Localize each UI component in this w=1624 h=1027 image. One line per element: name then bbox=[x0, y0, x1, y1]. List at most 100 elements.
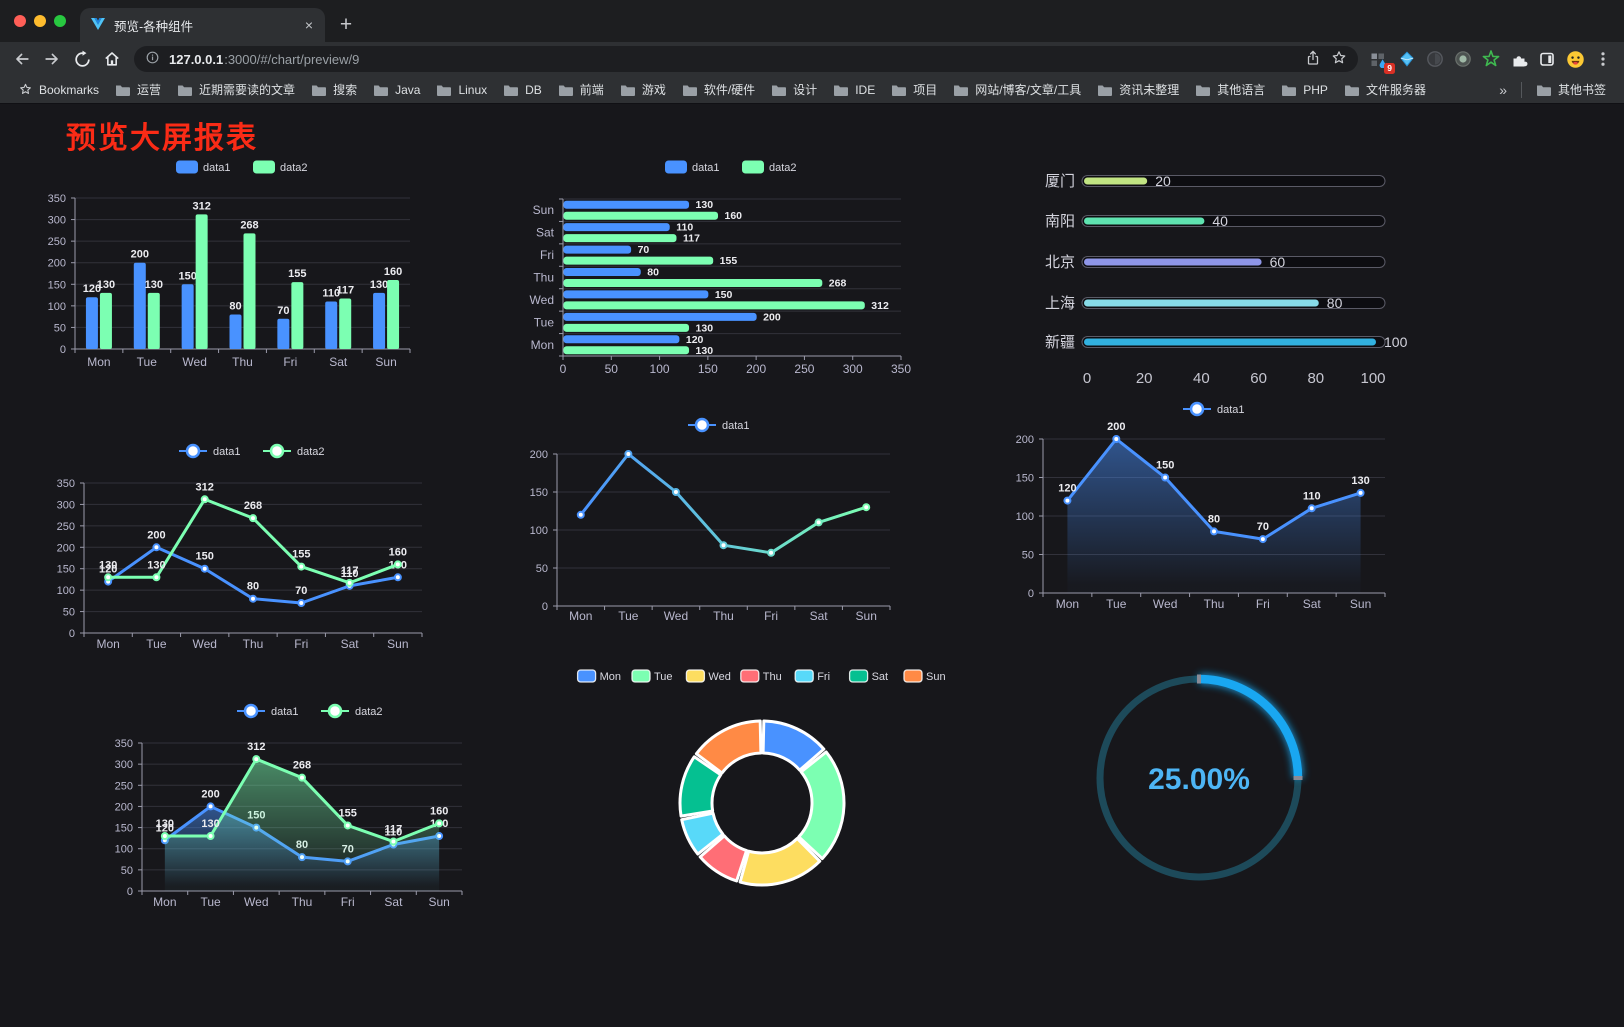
svg-text:Thu: Thu bbox=[713, 609, 734, 623]
chart-line-gradient: 0 50 100 150 200 Mon Tue Wed Thu Fri Sat Sun data1 bbox=[500, 396, 920, 636]
svg-text:Sat: Sat bbox=[810, 609, 829, 623]
svg-text:Mon: Mon bbox=[1056, 597, 1079, 611]
bookmark-folder[interactable]: 近期需要读的文章 bbox=[169, 78, 303, 101]
svg-text:70: 70 bbox=[295, 585, 307, 597]
browser-tab[interactable]: 预览-各种组件 × bbox=[80, 8, 325, 42]
svg-text:155: 155 bbox=[288, 268, 306, 280]
svg-text:Sat: Sat bbox=[329, 355, 348, 369]
svg-text:300: 300 bbox=[843, 362, 863, 376]
svg-text:200: 200 bbox=[57, 542, 75, 554]
toolbar: 127.0.0.1:3000/#/chart/preview/9 9 bbox=[0, 42, 1624, 76]
svg-text:150: 150 bbox=[196, 551, 214, 563]
new-tab-button[interactable]: + bbox=[339, 13, 353, 36]
zoom-window-button[interactable] bbox=[54, 15, 66, 27]
svg-text:Tue: Tue bbox=[654, 671, 673, 683]
bookmark-folder[interactable]: 项目 bbox=[883, 78, 945, 101]
extension-green-star-icon[interactable] bbox=[1478, 46, 1504, 72]
svg-text:117: 117 bbox=[683, 233, 700, 245]
svg-text:120: 120 bbox=[156, 822, 174, 834]
svg-text:Mon: Mon bbox=[600, 671, 621, 683]
bookmark-folder[interactable]: 网站/博客/文章/工具 bbox=[945, 78, 1089, 101]
bookmarks-overflow-button[interactable]: » bbox=[1499, 81, 1507, 98]
svg-text:Mon: Mon bbox=[96, 637, 119, 651]
reader-mode-icon[interactable] bbox=[1534, 46, 1560, 72]
url-host: 127.0.0.1 bbox=[169, 51, 224, 67]
svg-text:北京: 北京 bbox=[1045, 254, 1075, 271]
bookmark-folder[interactable]: 前端 bbox=[550, 78, 612, 101]
chart-bar-horizontal: 0 50 100 150 200 250 300 350 Mon 120 130 Tue 200 130 W… bbox=[500, 151, 920, 388]
svg-text:130: 130 bbox=[370, 279, 388, 291]
reload-button[interactable] bbox=[68, 45, 96, 73]
svg-text:Thu: Thu bbox=[1204, 597, 1225, 611]
svg-text:120: 120 bbox=[99, 564, 117, 576]
svg-text:Sun: Sun bbox=[1350, 597, 1371, 611]
bookmark-folder[interactable]: 软件/硬件 bbox=[674, 78, 763, 101]
extension-gem-icon[interactable] bbox=[1394, 46, 1420, 72]
svg-text:Sun: Sun bbox=[533, 203, 554, 217]
svg-text:268: 268 bbox=[829, 278, 847, 290]
other-bookmarks-button[interactable]: 其他书签 bbox=[1528, 78, 1614, 101]
svg-text:350: 350 bbox=[891, 362, 911, 376]
svg-text:Mon: Mon bbox=[87, 355, 110, 369]
svg-text:150: 150 bbox=[178, 270, 196, 282]
bookmark-folder[interactable]: 运营 bbox=[107, 78, 169, 101]
share-icon[interactable] bbox=[1304, 49, 1322, 70]
svg-text:Tue: Tue bbox=[618, 609, 639, 623]
minimize-window-button[interactable] bbox=[34, 15, 46, 27]
svg-text:200: 200 bbox=[201, 788, 219, 800]
svg-text:150: 150 bbox=[698, 362, 718, 376]
svg-text:60: 60 bbox=[1250, 370, 1267, 387]
svg-text:130: 130 bbox=[201, 818, 219, 830]
svg-text:268: 268 bbox=[244, 500, 262, 512]
svg-text:0: 0 bbox=[69, 628, 75, 640]
forward-button[interactable] bbox=[38, 45, 66, 73]
bookmark-folder[interactable]: 设计 bbox=[763, 78, 825, 101]
svg-text:南阳: 南阳 bbox=[1045, 213, 1075, 230]
svg-text:data1: data1 bbox=[1217, 404, 1245, 416]
extension-green-circle-icon[interactable] bbox=[1450, 46, 1476, 72]
bookmark-folder[interactable]: 资讯未整理 bbox=[1089, 78, 1187, 101]
svg-text:150: 150 bbox=[115, 823, 133, 835]
svg-text:data2: data2 bbox=[769, 162, 797, 174]
bookmarks-star-item[interactable]: Bookmarks bbox=[10, 79, 107, 100]
extension-grid-icon[interactable]: 9 bbox=[1366, 46, 1395, 74]
svg-text:110: 110 bbox=[385, 826, 403, 838]
extensions-puzzle-icon[interactable] bbox=[1506, 46, 1532, 72]
site-favicon-icon bbox=[90, 16, 106, 35]
svg-text:150: 150 bbox=[1156, 460, 1174, 472]
bookmark-folder[interactable]: Java bbox=[365, 80, 428, 100]
close-window-button[interactable] bbox=[14, 15, 26, 27]
bookmark-folder[interactable]: 游戏 bbox=[612, 78, 674, 101]
svg-text:data1: data1 bbox=[271, 706, 299, 718]
svg-text:Fri: Fri bbox=[817, 671, 830, 683]
home-button[interactable] bbox=[98, 45, 126, 73]
svg-text:350: 350 bbox=[115, 738, 133, 750]
browser-menu-icon[interactable] bbox=[1590, 46, 1616, 72]
bookmark-folder[interactable]: 文件服务器 bbox=[1336, 78, 1434, 101]
svg-text:100: 100 bbox=[1360, 370, 1385, 387]
bookmark-folder[interactable]: DB bbox=[495, 80, 550, 100]
bookmark-folder[interactable]: 其他语言 bbox=[1187, 78, 1273, 101]
svg-text:268: 268 bbox=[240, 219, 258, 231]
svg-text:250: 250 bbox=[57, 521, 75, 533]
back-button[interactable] bbox=[8, 45, 36, 73]
site-info-icon[interactable] bbox=[144, 49, 161, 69]
svg-text:130: 130 bbox=[145, 279, 163, 291]
bookmark-folder[interactable]: Linux bbox=[428, 80, 495, 100]
svg-text:150: 150 bbox=[57, 564, 75, 576]
svg-text:200: 200 bbox=[746, 362, 766, 376]
tab-close-icon[interactable]: × bbox=[304, 17, 313, 33]
emoji-extension-icon[interactable] bbox=[1562, 46, 1588, 72]
chart-area-single: 0 50 100 150 200 Mon Tue Wed Thu Fri Sat Sun 120 200 1… bbox=[975, 386, 1405, 629]
bookmark-folder[interactable]: PHP bbox=[1273, 80, 1336, 100]
bookmark-folder[interactable]: 搜索 bbox=[303, 78, 365, 101]
bookmark-folder[interactable]: IDE bbox=[825, 80, 883, 100]
extension-dark-circle-icon[interactable] bbox=[1422, 46, 1448, 72]
svg-text:200: 200 bbox=[131, 249, 149, 261]
bookmark-star-icon[interactable] bbox=[1330, 49, 1348, 70]
address-bar[interactable]: 127.0.0.1:3000/#/chart/preview/9 bbox=[134, 46, 1358, 72]
svg-text:80: 80 bbox=[247, 581, 259, 593]
svg-text:Fri: Fri bbox=[294, 637, 308, 651]
svg-text:Sat: Sat bbox=[536, 226, 555, 240]
svg-text:130: 130 bbox=[696, 199, 714, 211]
